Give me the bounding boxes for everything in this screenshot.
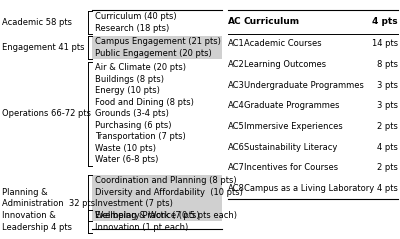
Text: Diversity and Affordability  (10 pts): Diversity and Affordability (10 pts) [95,188,243,197]
Text: Grounds (3-4 pts): Grounds (3-4 pts) [95,109,169,118]
Text: Food and Dining (8 pts): Food and Dining (8 pts) [95,98,194,107]
Bar [92,186,222,198]
Text: AC1: AC1 [228,39,245,48]
Text: Curriculum: Curriculum [244,17,300,26]
Text: Undergraduate Programmes: Undergraduate Programmes [244,81,364,90]
Text: Coordination and Planning (8 pts): Coordination and Planning (8 pts) [95,176,237,185]
Text: Sustainability Literacy: Sustainability Literacy [244,143,337,152]
Text: Wellbeing & Work (7 pts): Wellbeing & Work (7 pts) [95,211,200,220]
Text: 4 pts: 4 pts [377,143,398,152]
Text: 2 pts: 2 pts [377,122,398,131]
Text: Engagement 41 pts: Engagement 41 pts [2,43,84,52]
Text: Campus Engagement (21 pts): Campus Engagement (21 pts) [95,37,221,46]
Text: Air & Climate (20 pts): Air & Climate (20 pts) [95,63,186,72]
Text: Public Engagement (20 pts): Public Engagement (20 pts) [95,49,212,58]
Text: AC8: AC8 [228,184,245,193]
Text: AC2: AC2 [228,60,245,69]
Text: AC: AC [228,17,242,26]
Text: 4 pts: 4 pts [372,17,398,26]
Text: Investment (7 pts): Investment (7 pts) [95,199,173,208]
Text: Incentives for Courses: Incentives for Courses [244,163,338,172]
Text: AC5: AC5 [228,122,245,131]
Text: Waste (10 pts): Waste (10 pts) [95,144,156,153]
Text: AC3: AC3 [228,81,245,90]
Text: Graduate Programmes: Graduate Programmes [244,101,340,110]
Text: Transportation (7 pts): Transportation (7 pts) [95,132,186,141]
Text: Exemplary Practice (0.5 pts each): Exemplary Practice (0.5 pts each) [95,211,237,220]
Text: Research (18 pts): Research (18 pts) [95,24,169,33]
Text: Academic 58 pts: Academic 58 pts [2,18,72,27]
Text: 3 pts: 3 pts [377,81,398,90]
Text: Innovation (1 pt each): Innovation (1 pt each) [95,223,188,232]
Text: Purchasing (6 pts): Purchasing (6 pts) [95,121,172,130]
Text: Curriculum (40 pts): Curriculum (40 pts) [95,12,177,21]
Bar [92,175,222,186]
Text: Operations 66-72 pts: Operations 66-72 pts [2,109,91,118]
Bar [92,198,222,210]
Bar [92,48,222,59]
Text: 2 pts: 2 pts [377,163,398,172]
Text: AC6: AC6 [228,143,245,152]
Text: Water (6-8 pts): Water (6-8 pts) [95,155,158,164]
Text: Energy (10 pts): Energy (10 pts) [95,86,160,95]
Text: AC7: AC7 [228,163,245,172]
Text: 3 pts: 3 pts [377,101,398,110]
Text: Campus as a Living Laboratory: Campus as a Living Laboratory [244,184,374,193]
Text: Innovation &
Leadership 4 pts: Innovation & Leadership 4 pts [2,212,72,232]
Text: 4 pts: 4 pts [377,184,398,193]
Text: AC4: AC4 [228,101,245,110]
Text: Immersive Experiences: Immersive Experiences [244,122,343,131]
Bar [92,210,222,221]
Bar [92,36,222,48]
Text: Planning &
Administration  32 pts: Planning & Administration 32 pts [2,188,95,208]
Text: 14 pts: 14 pts [372,39,398,48]
Text: 8 pts: 8 pts [377,60,398,69]
Text: Academic Courses: Academic Courses [244,39,322,48]
Text: Learning Outcomes: Learning Outcomes [244,60,326,69]
Text: Buildings (8 pts): Buildings (8 pts) [95,75,164,84]
